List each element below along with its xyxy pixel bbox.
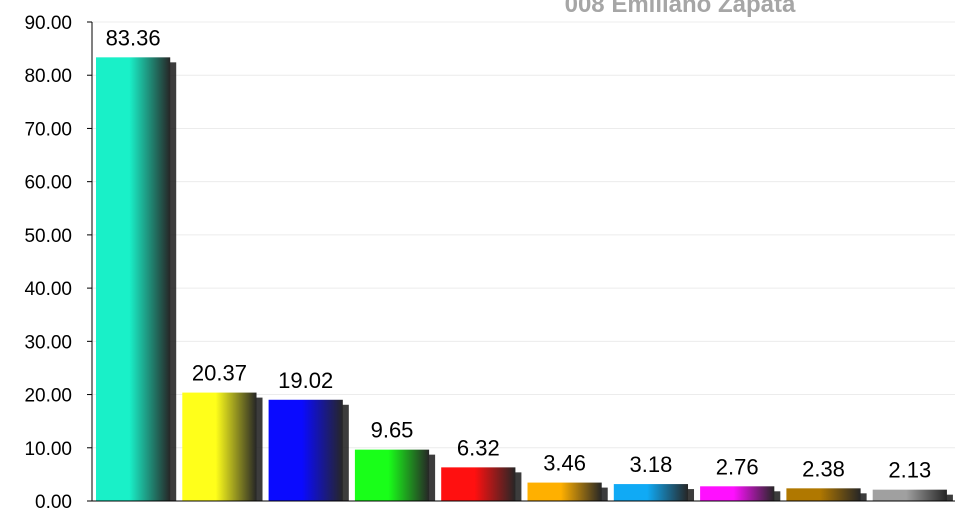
y-tick-label: 50.00	[24, 226, 72, 247]
bar	[96, 57, 171, 502]
y-tick-label: 60.00	[24, 173, 72, 194]
bars	[96, 57, 953, 502]
bar	[700, 486, 775, 501]
y-tick-label: 30.00	[24, 332, 72, 353]
bar	[613, 484, 689, 501]
bar	[872, 489, 947, 501]
y-tick-label: 10.00	[24, 439, 72, 460]
data-label: 9.65	[371, 418, 414, 443]
data-label: 2.38	[802, 456, 845, 481]
y-tick-label: 70.00	[24, 119, 72, 140]
data-label: 6.32	[457, 435, 500, 460]
y-tick-label: 40.00	[24, 279, 72, 300]
bar	[354, 449, 430, 501]
y-tick-label: 20.00	[24, 386, 72, 407]
data-label: 20.37	[192, 361, 247, 386]
data-label: 3.46	[543, 451, 586, 476]
data-labels: 83.36 20.37 19.02 9.65 6.32 3.46 3.18 2.76 2.38 2…	[106, 25, 932, 482]
data-label: 2.76	[716, 454, 759, 479]
y-tick-label: 80.00	[24, 66, 72, 87]
bar	[182, 392, 257, 501]
bar	[786, 488, 861, 501]
data-label: 2.13	[888, 458, 931, 483]
y-tick-label: 0.00	[35, 492, 72, 510]
bar	[268, 399, 343, 501]
data-label: 3.18	[629, 452, 672, 477]
chart-title: 008 Emiliano Zapata	[565, 0, 796, 18]
bar	[527, 482, 602, 501]
data-label: 19.02	[278, 368, 333, 393]
y-tick-label: 90.00	[24, 13, 72, 34]
y-axis: 0.00 10.00 20.00 30.00 40.00 50.00 60.00 70.00 8…	[24, 13, 92, 510]
bar	[441, 467, 516, 501]
data-label: 83.36	[106, 25, 161, 50]
